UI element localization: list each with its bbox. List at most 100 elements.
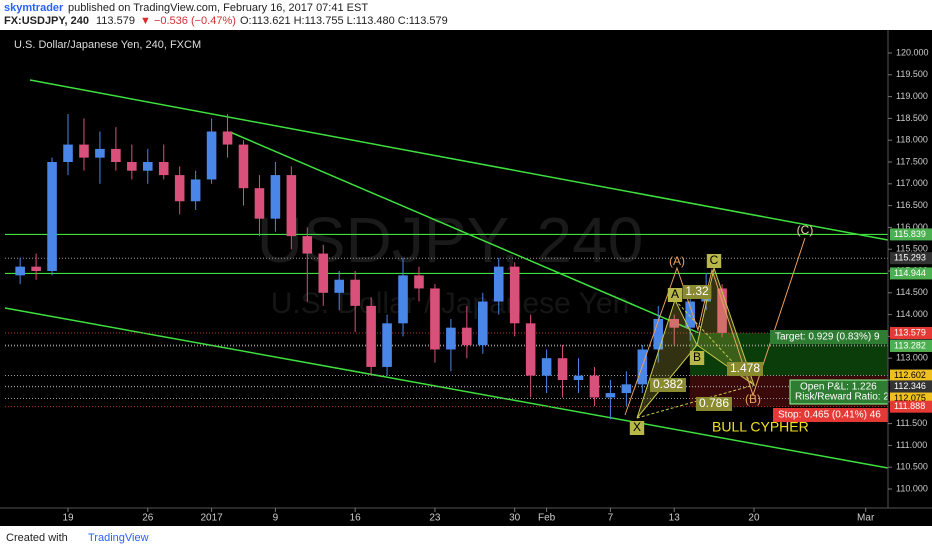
target-box xyxy=(770,330,888,344)
price-label-bg xyxy=(890,369,932,382)
candle-body xyxy=(366,305,376,367)
annotation-bg xyxy=(696,397,732,411)
change: ▼ −0.536 (−0.47%) xyxy=(140,15,236,27)
annotation: (B) xyxy=(745,392,761,406)
x-tick-label: 23 xyxy=(429,513,441,524)
candle-body xyxy=(47,162,57,272)
y-tick-label: 114.000 xyxy=(896,309,928,319)
price-label-bg xyxy=(890,380,932,393)
footer-bg xyxy=(0,526,932,550)
symbol: FX:USDJPY, 240 xyxy=(4,15,89,27)
pnl-text: Open P&L: 1.226 xyxy=(800,382,877,393)
header-bg xyxy=(0,0,932,30)
annotation: A xyxy=(671,287,679,301)
candle-body xyxy=(190,179,201,202)
chart-bg xyxy=(0,30,932,526)
annotation: 1.32 xyxy=(685,284,709,298)
candle-body xyxy=(573,375,584,380)
annotation-bg xyxy=(706,254,722,268)
y-tick-label: 117.500 xyxy=(896,156,928,166)
price-label-bg xyxy=(890,400,932,413)
candle-body xyxy=(334,279,345,293)
price-label: 115.839 xyxy=(894,229,926,239)
x-tick-label: 30 xyxy=(509,513,521,524)
x-tick-label: Mar xyxy=(857,513,875,524)
candle-body xyxy=(669,318,680,328)
candle-body xyxy=(589,375,600,398)
annotation: C xyxy=(710,253,719,267)
candle-body xyxy=(557,358,568,380)
y-tick-label: 118.500 xyxy=(896,113,928,123)
y-tick-label: 116.500 xyxy=(896,200,928,210)
candle-body xyxy=(254,188,265,219)
annotation: X xyxy=(633,420,641,434)
x-tick-label: 26 xyxy=(142,513,154,524)
trend-line xyxy=(29,79,889,241)
annotation: B xyxy=(693,350,701,364)
price-label: 112.602 xyxy=(894,370,926,380)
candle-body xyxy=(605,393,616,398)
candle-body xyxy=(685,301,695,328)
candle-body xyxy=(621,384,632,394)
candle-body xyxy=(350,279,360,306)
candle-body xyxy=(302,236,313,254)
annotation: (C) xyxy=(797,223,814,237)
footer-text: Created with xyxy=(6,532,68,544)
candle-body xyxy=(31,266,41,272)
trend-line xyxy=(4,307,889,469)
candle-body xyxy=(382,323,392,367)
price-label: 113.282 xyxy=(894,340,926,350)
price-label: 115.293 xyxy=(894,253,926,263)
annotation: 0.382 xyxy=(653,377,683,391)
pattern-name: BULL CYPHER xyxy=(712,419,809,435)
last: 113.579 xyxy=(96,15,135,27)
annotation: (A) xyxy=(669,254,685,268)
price-label-bg xyxy=(890,228,932,241)
annotation-bg xyxy=(682,285,712,299)
x-tick-label: 9 xyxy=(273,513,279,524)
chart-title: U.S. Dollar/Japanese Yen, 240, FXCM xyxy=(14,39,201,51)
candle-body xyxy=(270,175,281,219)
y-tick-label: 110.000 xyxy=(896,483,928,493)
annotation-bg xyxy=(727,362,763,376)
candle-body xyxy=(111,148,121,163)
ratio-line xyxy=(636,384,755,419)
candle-body xyxy=(79,144,89,158)
candle-body xyxy=(446,327,456,350)
y-tick-label: 119.000 xyxy=(896,91,928,101)
watermark-sub: U.S. Dollar / Japanese Yen xyxy=(271,287,630,320)
published: published on TradingView.com, February 1… xyxy=(68,2,368,14)
x-tick-label: 20 xyxy=(748,513,760,524)
price-label: 114.944 xyxy=(894,268,926,278)
price-label-bg xyxy=(890,252,932,265)
candle-body xyxy=(222,131,233,145)
footer-brand: TradingView xyxy=(88,532,149,544)
ohlc: O:113.621 H:113.755 L:113.480 C:113.579 xyxy=(240,15,448,27)
candle-body xyxy=(158,162,169,176)
y-tick-label: 113.000 xyxy=(896,353,928,363)
trend-line xyxy=(229,131,791,373)
candle-body xyxy=(318,253,329,293)
candle-body xyxy=(462,327,472,346)
annotation: 1.478 xyxy=(730,361,760,375)
candle-body xyxy=(541,358,552,376)
candle-body xyxy=(478,301,488,346)
x-tick-label: 19 xyxy=(62,513,74,524)
price-label-bg xyxy=(890,339,932,352)
y-tick-label: 111.000 xyxy=(896,440,927,450)
y-tick-label: 115.500 xyxy=(896,244,928,254)
x-tick-label: 7 xyxy=(608,513,614,524)
price-label: 112.346 xyxy=(894,381,926,391)
annotation-bg xyxy=(689,351,705,365)
candle-body xyxy=(653,318,664,350)
x-tick-label: 2017 xyxy=(200,513,223,524)
candle-body xyxy=(127,162,137,171)
price-label: 111.888 xyxy=(894,401,925,411)
candle-body xyxy=(509,266,520,324)
stop-text: Stop: 0.465 (0.41%) 46 xyxy=(778,410,881,421)
candle-body xyxy=(493,266,504,302)
candle-body xyxy=(95,148,105,158)
annotation-bg xyxy=(667,288,683,302)
x-tick-label: Feb xyxy=(538,513,556,524)
